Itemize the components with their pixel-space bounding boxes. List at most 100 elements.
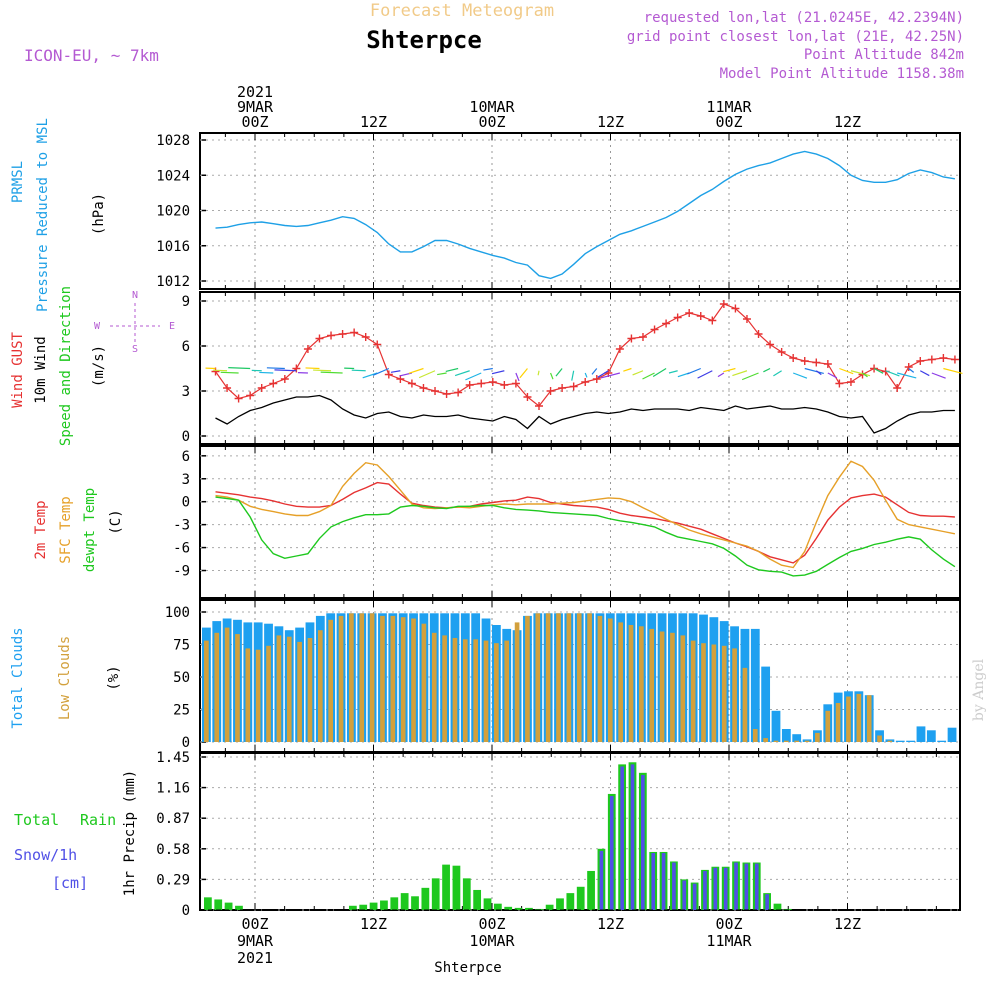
precipitation-ytick-label: 0.29 — [156, 872, 190, 888]
rain-bar — [545, 904, 554, 910]
pressure-ytick-label: 1024 — [156, 168, 190, 184]
low-cloud-bar — [670, 632, 675, 742]
temp-unit: (C) — [108, 509, 124, 534]
total-cloud-bar — [906, 740, 916, 742]
low-cloud-bar — [204, 640, 209, 742]
gust-marker — [535, 402, 544, 410]
time-label-top: 12Z — [597, 113, 624, 131]
precipitation-ytick-label: 1.45 — [156, 750, 190, 766]
total-cloud-bar — [792, 734, 802, 742]
rain-bar — [224, 902, 233, 910]
wind-arrow — [537, 370, 540, 376]
wind-arrow — [445, 367, 459, 373]
low-cloud-bar — [825, 710, 831, 742]
total-cloud-bar — [750, 628, 760, 742]
low-cloud-bar — [721, 645, 727, 742]
rain-bar — [504, 906, 513, 910]
gust-marker — [685, 309, 694, 317]
location-title: Shterpce — [366, 26, 482, 54]
gust-marker — [708, 316, 717, 325]
wind-arrow — [839, 367, 854, 375]
wind-arrow — [862, 372, 868, 378]
wind-arrow — [305, 367, 320, 370]
rain-bar — [587, 870, 595, 910]
low-cloud-bar — [866, 695, 872, 742]
gust-marker — [662, 319, 671, 328]
low-cloud-bar — [659, 631, 665, 742]
wind-arrow — [773, 370, 782, 377]
panel-pressure: 1028 1024 1020 1016 1012 — [156, 132, 961, 290]
rain-bar — [773, 903, 782, 910]
low-cloud-bar — [556, 613, 561, 742]
total-cloud-bar — [771, 710, 781, 742]
rain-bar — [369, 902, 378, 910]
low-cloud-bar — [856, 693, 862, 742]
wind-arrow — [491, 370, 505, 375]
gust-marker — [592, 375, 601, 383]
wind-arrow — [555, 368, 563, 377]
wind-arrow — [228, 367, 251, 370]
low-cloud-bar — [255, 649, 261, 742]
gust-marker — [465, 381, 474, 389]
snow-bar — [703, 870, 707, 910]
low-cloud-bar — [494, 643, 499, 742]
total-cloud-bar — [761, 666, 771, 742]
wind-arrow — [390, 370, 401, 373]
snow-bar — [682, 880, 687, 910]
gust-marker — [742, 315, 751, 323]
snow-bar — [641, 774, 645, 910]
gust-marker — [373, 340, 382, 349]
rain-bar — [380, 900, 388, 910]
rain-bar — [483, 898, 492, 910]
low-cloud-bar — [317, 630, 323, 742]
low-cloud-bar — [286, 636, 292, 742]
snow-bar — [734, 862, 738, 910]
time-label-bottom: 10MAR — [469, 932, 515, 950]
wind-arrow — [372, 367, 390, 376]
gust-marker — [893, 384, 902, 392]
pressure-ytick-label: 1012 — [156, 274, 190, 290]
wind-arrow — [908, 368, 915, 373]
clouds-ytick-label: 100 — [165, 605, 190, 621]
time-label-bottom: 00Z — [478, 915, 505, 933]
low-cloud-bar — [504, 640, 510, 742]
time-label-top: 9MAR — [237, 98, 274, 116]
low-cloud-bar — [349, 613, 354, 742]
total-cloud-bar — [937, 740, 947, 742]
low-cloud-bar — [680, 635, 686, 742]
low-cloud-bar — [266, 645, 271, 742]
low-cloud-bar — [245, 648, 251, 742]
gust-marker — [477, 379, 486, 388]
wind-arrow — [213, 369, 228, 372]
snow-bar — [754, 863, 759, 910]
wind-arrow — [320, 371, 343, 374]
wind-arrow — [600, 372, 621, 379]
panel-labels: PRMSL Pressure Reduced to MSL (hPa) Wind… — [10, 118, 175, 896]
low-cloud-bar — [535, 613, 541, 742]
wind-arrow — [313, 369, 332, 372]
wind-speed-dir-label: Speed and Direction — [58, 286, 74, 446]
gust-marker — [823, 360, 832, 368]
gust-marker — [719, 300, 728, 308]
gust-marker — [338, 330, 347, 338]
snow-bar — [609, 796, 614, 910]
wind-arrow — [597, 370, 609, 378]
temperature-ytick-label: -6 — [173, 541, 190, 557]
pressure-label-msl: Pressure Reduced to MSL — [35, 118, 51, 312]
precipitation-ytick-label: 0 — [182, 903, 190, 919]
wind-ytick-label: 0 — [182, 429, 190, 445]
rain-bar — [431, 878, 440, 910]
snow-bar — [620, 766, 624, 910]
low-cloud-bar — [338, 615, 344, 742]
wind-arrow — [571, 370, 575, 381]
gust-marker — [835, 379, 844, 388]
low-cloud-bar — [752, 729, 758, 742]
gust-marker — [950, 355, 959, 364]
low-cloud-bar — [587, 613, 592, 742]
rain-bar — [390, 897, 399, 910]
snow-bar — [630, 764, 635, 910]
snow-bar — [765, 894, 769, 910]
rain-bar — [525, 907, 533, 910]
